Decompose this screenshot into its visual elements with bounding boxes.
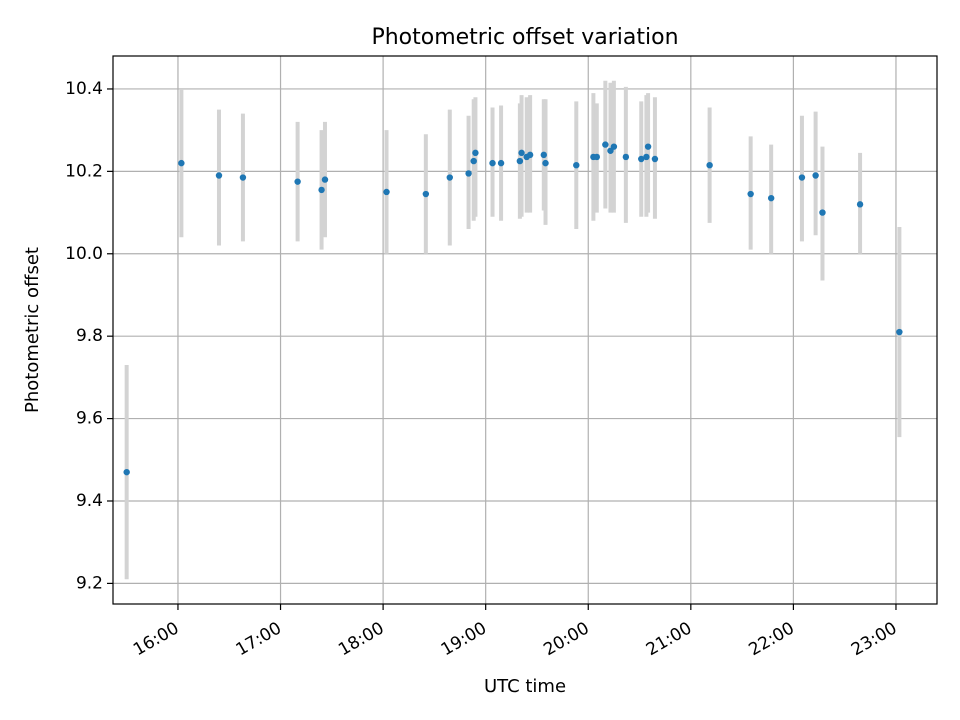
y-tick-label: 9.2 (76, 573, 103, 593)
data-point (470, 157, 477, 165)
data-points (123, 141, 903, 476)
data-point (638, 155, 645, 163)
data-point (318, 186, 325, 194)
data-point (383, 188, 390, 196)
chart-title: Photometric offset variation (371, 25, 678, 50)
data-point (610, 143, 618, 150)
data-point (465, 170, 472, 177)
data-point (767, 194, 775, 202)
data-point (542, 159, 549, 167)
data-point (644, 143, 652, 150)
data-point (497, 159, 505, 167)
y-axis-ticks: 9.2 9.4 9.6 9.8 10.0 10.2 10.4 (65, 79, 113, 593)
y-tick-label: 9.4 (76, 491, 103, 511)
data-point (819, 209, 826, 216)
data-point (856, 201, 864, 208)
plot-frame (112, 55, 938, 605)
data-point (321, 176, 329, 183)
data-point (798, 174, 806, 181)
data-point (239, 174, 247, 181)
data-point (573, 161, 580, 169)
data-point (896, 328, 903, 336)
data-point (526, 151, 534, 159)
data-point (422, 190, 430, 198)
data-point (472, 149, 479, 157)
data-point (446, 174, 453, 181)
data-point (747, 190, 754, 198)
y-tick-label: 10.0 (65, 244, 103, 264)
data-point (651, 155, 659, 163)
y-tick-label: 10.4 (65, 79, 103, 99)
y-tick-label: 9.6 (76, 409, 103, 429)
y-tick-label: 10.2 (65, 161, 103, 181)
data-point (812, 172, 819, 179)
data-point (593, 153, 601, 161)
data-point (215, 172, 223, 179)
x-axis-label: UTC time (484, 676, 566, 697)
y-tick-label: 9.8 (76, 326, 103, 346)
data-point (489, 159, 496, 167)
y-axis-label: Photometric offset (22, 247, 43, 413)
data-point (123, 468, 130, 476)
data-point (540, 151, 548, 159)
data-point (178, 159, 185, 167)
data-point (518, 149, 525, 157)
data-point (602, 141, 609, 148)
data-point (294, 178, 301, 185)
data-point (622, 153, 630, 161)
data-point (516, 157, 524, 165)
data-point (643, 153, 650, 161)
data-point (706, 161, 713, 169)
